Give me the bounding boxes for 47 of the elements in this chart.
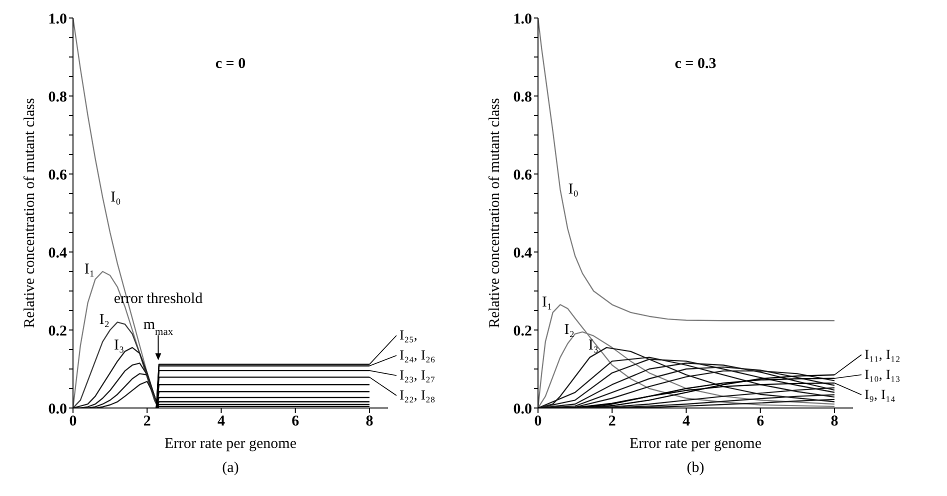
text: (b) — [686, 460, 704, 476]
y-tick-label: 0.8 — [48, 89, 67, 106]
x-tick-label: 6 — [292, 414, 300, 430]
x-tick-label: 8 — [830, 414, 838, 430]
x-tick-label: 0 — [534, 414, 542, 430]
series-label: I₂ — [99, 312, 110, 328]
series-label: I₁ — [542, 294, 552, 311]
x-tick-label: 8 — [366, 414, 374, 430]
y-tick-label: 0.6 — [513, 167, 532, 184]
series-label: I₂ — [564, 322, 574, 338]
legend-label: I₁₀, I₁₃ — [864, 368, 900, 383]
text: c = 0.3 — [674, 56, 716, 72]
y-tick-label: 0.0 — [513, 401, 532, 418]
annotation: m$_{max}$ — [143, 317, 174, 338]
x-tick-label: 6 — [756, 414, 765, 430]
y-tick-label: 0.2 — [513, 323, 532, 340]
legend-label: I₉, I₁₄ — [864, 388, 896, 403]
y-axis-title: Relative concentration of mutant class — [22, 98, 38, 328]
y-tick-label: 0.4 — [48, 245, 68, 262]
y-tick-label: 0.0 — [48, 401, 67, 418]
y-tick-label: 0.8 — [513, 89, 532, 106]
text: c = 0 — [215, 56, 246, 72]
text: I₂₅, — [399, 328, 418, 344]
series-label: I₁ — [84, 262, 95, 278]
annotation: error threshold — [114, 291, 204, 308]
y-tick-label: 0.6 — [48, 167, 68, 184]
legend-label: I₂₂, I₂₈ — [399, 388, 436, 404]
legend-label: I₁₁, I₁₂ — [864, 348, 900, 363]
y-tick-label: 1.0 — [48, 11, 67, 28]
x-tick-label: 0 — [69, 414, 77, 430]
x-tick-label: 2 — [143, 414, 151, 430]
x-tick-label: 4 — [217, 414, 226, 430]
x-tick-label: 4 — [682, 414, 690, 430]
y-tick-label: 1.0 — [513, 11, 532, 28]
x-axis-title: Error rate per genome — [164, 436, 297, 452]
series-label: I₃ — [114, 338, 124, 354]
y-tick-label: 0.2 — [48, 323, 67, 340]
legend-label: I₂₄, I₂₆ — [399, 348, 436, 364]
series-label: I₃ — [588, 338, 599, 354]
legend-label: I₂₃, I₂₇ — [399, 368, 436, 384]
y-tick-label: 0.4 — [513, 245, 532, 262]
series-label: I₀ — [568, 182, 578, 198]
series-label: I₀ — [110, 189, 121, 206]
text: (a) — [222, 460, 239, 476]
x-axis-title: Error rate per genome — [629, 436, 762, 452]
y-axis-title: Relative concentration of mutant class — [486, 98, 503, 328]
x-tick-label: 2 — [608, 414, 616, 430]
